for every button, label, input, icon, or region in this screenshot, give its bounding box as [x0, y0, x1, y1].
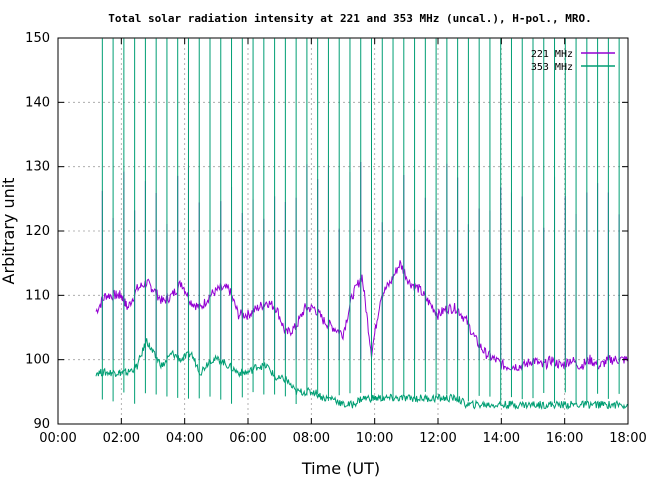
y-tick-label: 150	[25, 31, 50, 46]
x-tick-label: 18:00	[609, 431, 646, 446]
chart-title: Total solar radiation intensity at 221 a…	[108, 12, 591, 25]
x-tick-label: 06:00	[229, 431, 266, 446]
y-axis-label: Arbitrary unit	[0, 178, 18, 285]
x-tick-label: 00:00	[39, 431, 76, 446]
x-tick-label: 14:00	[483, 431, 520, 446]
legend-label: 221 MHz	[531, 49, 573, 60]
x-tick-label: 02:00	[103, 431, 140, 446]
x-tick-label: 08:00	[293, 431, 330, 446]
y-tick-label: 130	[25, 160, 50, 175]
series-221-mhz	[95, 162, 629, 372]
y-tick-label: 110	[25, 288, 50, 303]
legend-label: 353 MHz	[531, 62, 573, 73]
x-tick-label: 12:00	[419, 431, 456, 446]
y-tick-label: 140	[25, 95, 50, 110]
y-tick-label: 100	[25, 353, 50, 368]
x-tick-label: 10:00	[356, 431, 393, 446]
x-tick-label: 16:00	[546, 431, 583, 446]
x-tick-label: 04:00	[166, 431, 203, 446]
grid	[58, 38, 628, 424]
x-axis-label: Time (UT)	[301, 459, 380, 478]
legend: 221 MHz 353 MHz	[531, 49, 615, 73]
series-353-mhz	[95, 38, 629, 410]
tick-labels: 90 100 110 120 130 140 150 00:00 02:00 04:00 06:00…	[25, 31, 647, 446]
y-tick-label: 120	[25, 224, 50, 239]
series-line	[95, 338, 629, 410]
y-tick-label: 90	[33, 417, 50, 432]
series-group	[95, 38, 629, 410]
series-line	[95, 260, 629, 372]
